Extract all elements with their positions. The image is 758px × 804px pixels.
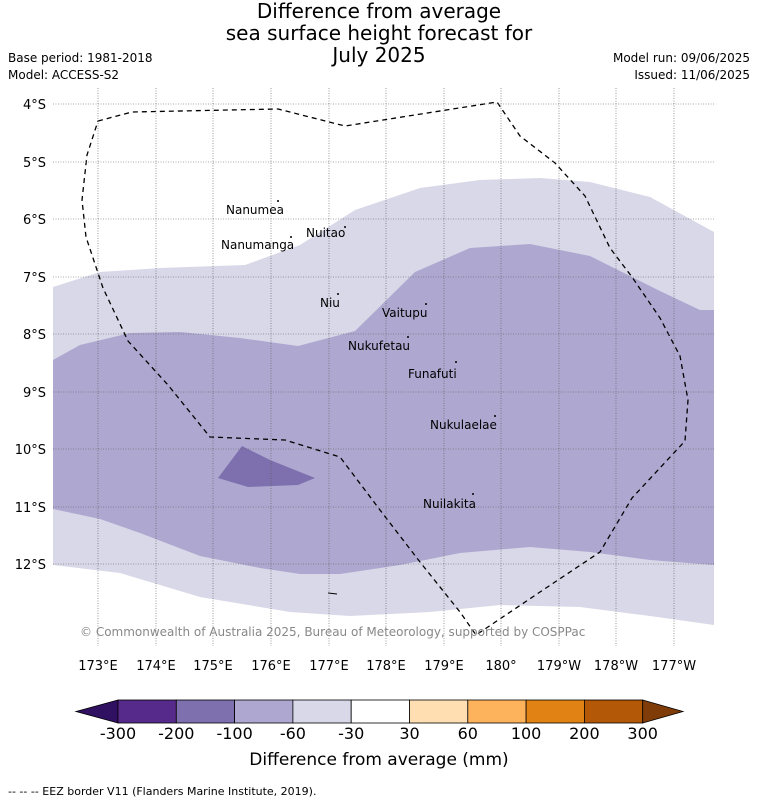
colorbar-swatch [117,699,177,724]
lon-tick-label: 179°W [537,659,581,674]
place-label: Vaitupu [382,306,428,320]
axis-tick-labels: 4°S 5°S 6°S 7°S 8°S 9°S 10°S 11°S 12°S 173°E 174°E… [15,98,697,674]
lat-tick-label: 7°S [23,271,46,286]
anomaly-band-100-200 [218,446,315,487]
place-label: Nukufetau [348,339,410,353]
graticule [53,88,714,646]
lon-tick-label: 175°E [193,659,233,674]
small-island-shape [327,592,338,595]
lon-tick-label: 180° [485,659,516,674]
place-label: Funafuti [408,367,457,381]
colorbar-swatch [292,699,352,724]
island-marker [337,293,339,295]
place-label: Nanumanga [221,238,294,252]
colorbar [74,699,685,724]
colorbar-swatch [467,699,527,724]
place-label: Nukulaelae [430,418,497,432]
place-label: Niu [320,296,340,310]
meta-left: Base period: 1981-2018 Model: ACCESS-S2 [8,50,153,84]
colorbar-tick-label: -200 [158,724,195,743]
lon-tick-label: 177°E [309,659,349,674]
title-line-2: sea surface height forecast for [225,21,533,45]
colorbar-swatch [584,699,644,724]
model-name: Model: ACCESS-S2 [8,68,120,82]
lat-tick-label: 10°S [15,443,46,458]
place-label: Nuilakita [423,497,476,511]
colorbar-tick-label: -60 [279,724,306,743]
island-marker [407,336,409,338]
colorbar-swatch [234,699,294,724]
lon-tick-label: 177°W [652,659,696,674]
colorbar-tick-label: 300 [627,724,658,743]
colorbar-tick-label: 30 [399,724,420,743]
lon-tick-label: 179°E [424,659,464,674]
colorbar-swatch [175,699,236,724]
lat-tick-label: 4°S [23,98,46,113]
lon-tick-label: 176°E [251,659,291,674]
colorbar-swatch [409,699,469,724]
lon-tick-label: 173°E [78,659,118,674]
issued-date: Issued: 11/06/2025 [634,68,750,82]
lon-tick-label: 178°W [594,659,638,674]
island-marker [425,303,427,305]
lon-tick-label: 174°E [136,659,176,674]
lat-tick-label: 9°S [23,386,46,401]
colorbar-tick-label: 100 [510,724,542,743]
copyright-text: © Commonwealth of Australia 2025, Bureau… [80,625,585,639]
lat-tick-label: 11°S [15,501,46,516]
colorbar-tick-label: 200 [569,724,600,743]
colorbar-swatch [350,699,410,724]
colorbar-title: Difference from average (mm) [249,750,509,770]
sea-level-anomaly-field [53,88,714,646]
island-marker [455,361,457,363]
model-run: Model run: 09/06/2025 [612,51,750,65]
meta-right: Model run: 09/06/2025 Issued: 11/06/2025 [613,50,750,84]
colorbar-tick-label: -30 [338,724,365,743]
base-period: Base period: 1981-2018 [8,51,153,65]
lat-tick-label: 12°S [15,558,46,573]
colorbar-swatch [525,699,585,724]
lat-tick-label: 8°S [23,328,46,343]
lon-tick-label: 178°E [366,659,406,674]
place-label: Nuitao [306,226,345,240]
island-marker [494,415,496,417]
title-line-1: Difference from average [256,0,502,23]
island-marker [472,493,474,495]
colorbar-tick-label: 60 [457,724,478,743]
lat-tick-label: 5°S [23,156,46,171]
island-marker [277,200,279,202]
island-marker [344,226,346,228]
lat-tick-label: 6°S [23,213,46,228]
colorbar-tick-label: -300 [99,724,137,743]
title-line-3: July 2025 [332,43,426,67]
place-label: Nanumea [226,203,284,217]
map-title: Difference from average sea surface heig… [0,0,758,66]
eez-legend-footer: -- -- -- EEZ border V11 (Flanders Marine… [8,785,317,798]
colorbar-high-extend [642,699,685,724]
colorbar-tick-label: -100 [216,724,253,743]
island-marker [290,236,292,238]
anomaly-band-60-100 [53,244,714,574]
place-labels: Nanumea Nuitao Nanumanga Niu Vaitupu Nukufeta… [221,200,497,511]
colorbar-low-extend [74,699,119,724]
eez-border [81,101,689,636]
